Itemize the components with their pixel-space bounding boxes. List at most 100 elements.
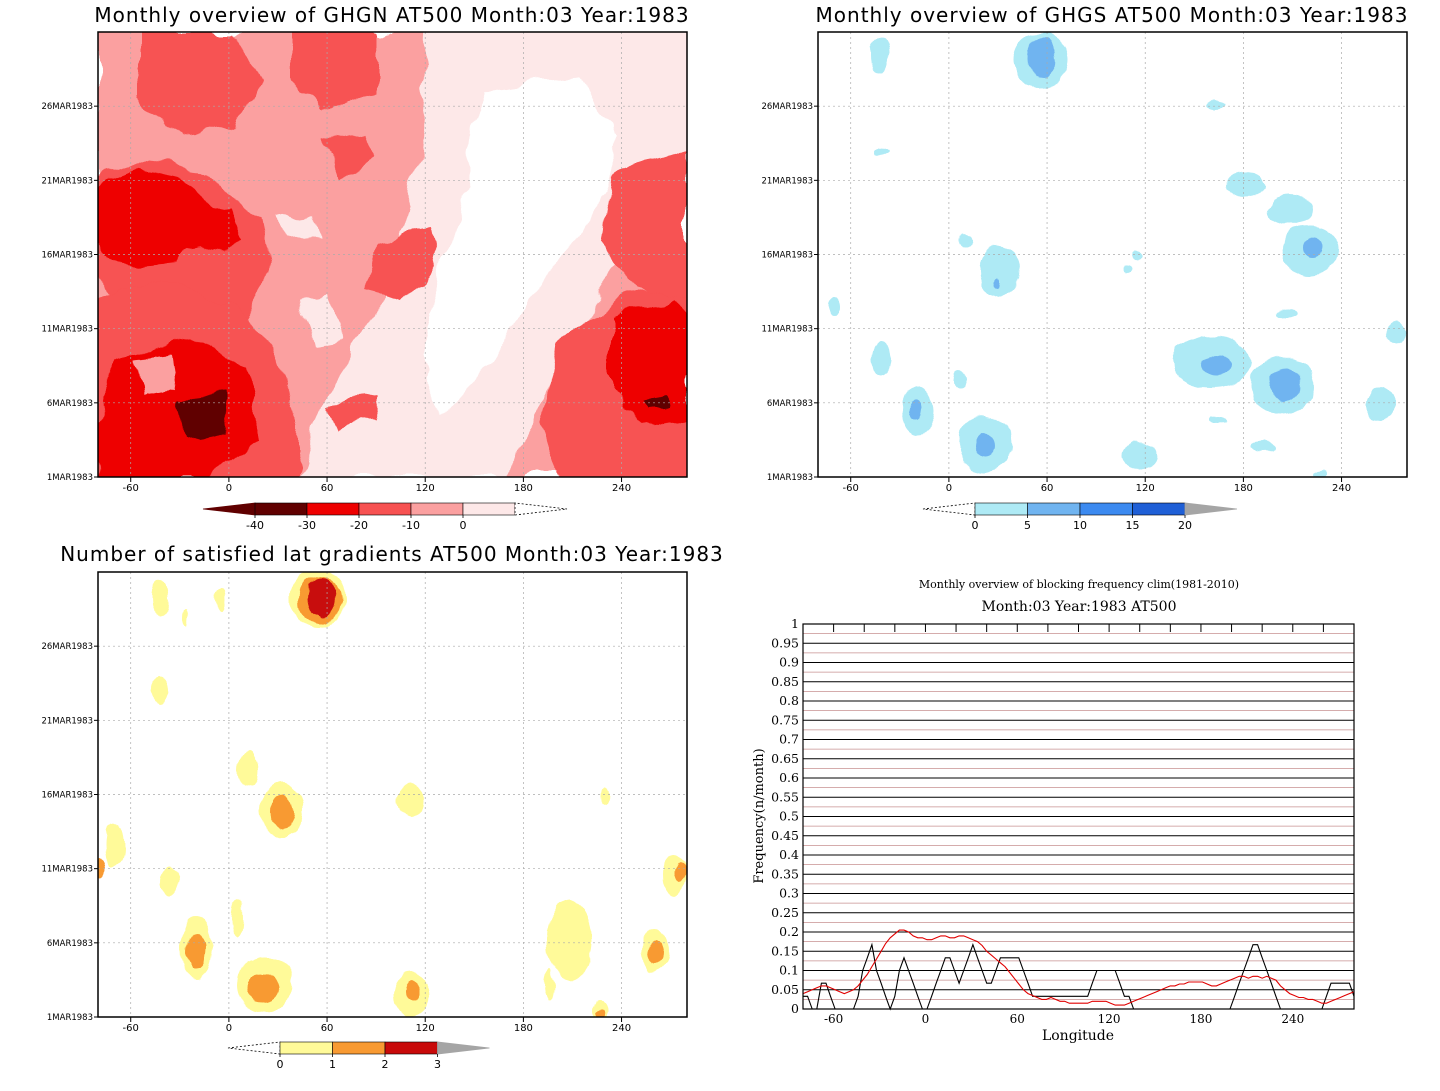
ghgs-x-ticks: -60 0 60 120 180 240 <box>843 477 1351 494</box>
panel-frequency: Monthly overview of blocking frequency c… <box>752 578 1355 1044</box>
ghgn-colorbar-low-extend <box>202 502 256 516</box>
ghgs-x-tick-label: 180 <box>1234 483 1253 494</box>
freq-y-tick-label: 0.1 <box>779 963 799 978</box>
ghgs-x-tick-label: 120 <box>1136 483 1155 494</box>
panel-latgrad: Number of satisfied lat gradients AT500 … <box>41 542 724 1071</box>
latgrad-colorbar: 0 1 2 3 <box>227 1041 490 1071</box>
ghgs-colorbar-swatch <box>974 502 1028 516</box>
latgrad-x-tick-label: 120 <box>416 1023 435 1034</box>
ghgn-colorbar-label: -30 <box>298 519 316 532</box>
freq-y-tick-label: 0.9 <box>779 655 799 670</box>
freq-y-tick-label: 0.5 <box>779 809 799 824</box>
ghgn-colorbar-swatch <box>306 502 360 516</box>
ghgs-colorbar-label: 0 <box>972 519 979 532</box>
freq-subtitle: Month:03 Year:1983 AT500 <box>982 599 1177 615</box>
ghgs-x-tick-label: 240 <box>1332 483 1351 494</box>
ghgs-field <box>828 32 1405 477</box>
ghgn-y-tick-label: 11MAR1983 <box>41 325 93 335</box>
freq-y-tick-label: 0.4 <box>779 847 799 862</box>
freq-y-tick-label: 0.7 <box>779 732 799 747</box>
freq-x-tick-label: 60 <box>1010 1012 1025 1026</box>
panel-ghgn-title: Monthly overview of GHGN AT500 Month:03 … <box>94 3 689 27</box>
ghgs-colorbar-label: 10 <box>1073 519 1087 532</box>
latgrad-colorbar-label: 0 <box>277 1058 284 1071</box>
latgrad-y-tick-label: 1MAR1983 <box>47 1013 93 1023</box>
ghgn-y-tick-label: 26MAR1983 <box>41 102 93 112</box>
freq-y-tick-label: 0.15 <box>771 943 799 958</box>
ghgs-colorbar-low-extend <box>922 502 976 516</box>
ghgn-y-tick-label: 6MAR1983 <box>47 399 93 409</box>
freq-y-tick-label: 0.2 <box>779 924 799 939</box>
ghgn-x-tick-label: 60 <box>321 483 334 494</box>
latgrad-colorbar-swatch <box>279 1041 333 1055</box>
latgrad-colorbar-label: 1 <box>329 1058 336 1071</box>
freq-ylabel: Frequency(n/month) <box>752 748 767 883</box>
freq-y-ticks: 0 0.05 0.1 0.15 0.2 0.25 0.3 0.35 0.4 0.45 0.5 0.55… <box>771 616 799 1016</box>
freq-y-tick-label: 0.3 <box>779 886 799 901</box>
freq-y-tick-label: 0.6 <box>779 770 799 785</box>
freq-x-tick-label: 180 <box>1189 1012 1212 1026</box>
ghgn-colorbar-swatch <box>410 502 464 516</box>
ghgs-colorbar-label: 15 <box>1126 519 1140 532</box>
freq-series-line-1 <box>803 942 1355 1011</box>
freq-y-tick-label: 0 <box>791 1001 799 1016</box>
ghgs-y-tick-label: 21MAR1983 <box>761 176 813 186</box>
ghgn-colorbar-swatch <box>358 502 412 516</box>
latgrad-colorbar-low-extend <box>227 1041 281 1055</box>
panel-latgrad-title: Number of satisfied lat gradients AT500 … <box>60 542 724 566</box>
freq-x-ticks: -60 0 60 120 180 240 <box>802 624 1355 1026</box>
latgrad-colorbar-high-extend <box>437 1041 490 1055</box>
latgrad-x-tick-label: 60 <box>321 1023 334 1034</box>
freq-title: Monthly overview of blocking frequency c… <box>919 578 1239 591</box>
freq-y-tick-label: 0.55 <box>771 789 799 804</box>
latgrad-y-tick-label: 21MAR1983 <box>41 716 93 726</box>
ghgn-colorbar-label: 0 <box>460 519 467 532</box>
freq-y-tick-label: 0.8 <box>779 693 799 708</box>
freq-xlabel: Longitude <box>1042 1028 1114 1044</box>
ghgn-x-tick-label: 240 <box>612 483 631 494</box>
freq-y-tick-label: 0.25 <box>771 905 799 920</box>
ghgn-colorbar: -40 -30 -20 -10 0 <box>202 502 568 532</box>
ghgs-x-tick-label: -60 <box>843 483 859 494</box>
ghgs-colorbar-swatch <box>1132 502 1186 516</box>
ghgn-colorbar-label: -40 <box>246 519 264 532</box>
ghgs-x-tick-label: 60 <box>1041 483 1054 494</box>
ghgn-y-tick-label: 1MAR1983 <box>47 473 93 483</box>
ghgs-y-tick-label: 26MAR1983 <box>761 102 813 112</box>
latgrad-colorbar-label: 2 <box>382 1058 389 1071</box>
latgrad-y-tick-label: 16MAR1983 <box>41 791 93 801</box>
ghgs-y-tick-label: 16MAR1983 <box>761 251 813 261</box>
ghgs-colorbar-swatch <box>1027 502 1081 516</box>
freq-grid <box>803 623 1354 1010</box>
ghgn-y-ticks: 1MAR1983 6MAR1983 11MAR1983 16MAR1983 21MAR1… <box>41 102 98 483</box>
freq-x-tick-label: 240 <box>1281 1012 1304 1026</box>
ghgn-x-tick-label: 120 <box>416 483 435 494</box>
latgrad-x-tick-label: 180 <box>514 1023 533 1034</box>
ghgn-colorbar-label: -10 <box>402 519 420 532</box>
ghgn-colorbar-swatch <box>462 502 516 516</box>
ghgs-colorbar-label: 20 <box>1178 519 1192 532</box>
latgrad-x-ticks: -60 0 60 120 180 240 <box>123 1017 631 1034</box>
ghgs-y-tick-label: 6MAR1983 <box>767 399 813 409</box>
ghgn-field <box>98 32 687 477</box>
panel-ghgn: Monthly overview of GHGN AT500 Month:03 … <box>41 3 689 532</box>
freq-x-tick-label: 0 <box>922 1012 930 1026</box>
latgrad-field <box>98 572 687 1017</box>
latgrad-y-tick-label: 11MAR1983 <box>41 865 93 875</box>
ghgn-colorbar-swatch <box>254 502 308 516</box>
panel-ghgs-title: Monthly overview of GHGS AT500 Month:03 … <box>816 3 1409 27</box>
latgrad-colorbar-label: 3 <box>434 1058 441 1071</box>
freq-y-tick-label: 0.35 <box>771 866 799 881</box>
ghgs-y-tick-label: 11MAR1983 <box>761 325 813 335</box>
ghgn-x-ticks: -60 0 60 120 180 240 <box>123 477 631 494</box>
ghgs-colorbar-label: 5 <box>1024 519 1031 532</box>
latgrad-y-ticks: 1MAR1983 6MAR1983 11MAR1983 16MAR1983 21MAR1… <box>41 642 98 1023</box>
freq-y-tick-label: 0.05 <box>771 982 799 997</box>
latgrad-x-tick-label: 240 <box>612 1023 631 1034</box>
ghgn-x-tick-label: 180 <box>514 483 533 494</box>
freq-y-tick-label: 0.95 <box>771 635 799 650</box>
freq-series <box>802 929 1355 1011</box>
latgrad-x-tick-label: -60 <box>123 1023 139 1034</box>
ghgn-colorbar-high-extend <box>514 502 568 516</box>
